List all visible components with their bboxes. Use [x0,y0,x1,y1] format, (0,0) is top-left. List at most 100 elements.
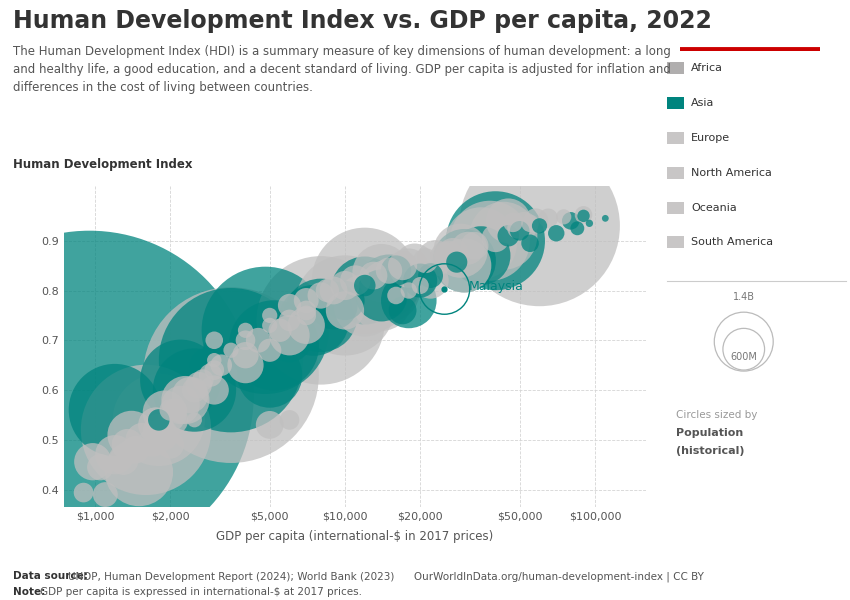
Point [502,216,515,226]
Point [382,266,396,275]
Point [366,271,380,280]
Point [239,361,252,370]
Point [507,218,520,227]
Point [402,296,416,305]
Point [108,450,122,460]
Point [557,212,570,221]
Text: Population: Population [676,428,743,438]
Point [454,246,468,256]
Point [529,216,542,226]
Text: in Data: in Data [726,33,774,46]
Point [258,326,272,335]
Point [283,415,297,425]
Point [207,355,221,365]
Point [121,440,134,449]
Text: Human Development Index: Human Development Index [13,158,192,171]
Point [152,415,166,425]
Point [283,316,297,325]
Point [504,226,518,236]
Point [263,370,276,380]
Text: The Human Development Index (HDI) is a summary measure of key dimensions of huma: The Human Development Index (HDI) is a s… [13,45,671,94]
Text: Oceania: Oceania [691,203,737,212]
Point [155,430,168,440]
Point [214,361,228,370]
Text: (historical): (historical) [676,446,745,456]
Point [94,463,107,472]
Point [239,335,252,345]
Point [196,375,210,385]
Point [382,286,396,295]
Point [533,221,547,230]
Point [239,350,252,360]
Point [438,251,451,260]
Point [577,210,591,220]
Point [283,335,297,345]
Point [314,311,327,320]
Text: 600M: 600M [730,352,757,362]
Point [737,337,751,346]
Point [502,231,515,241]
Point [428,253,442,263]
Point [474,251,488,260]
Text: Our World: Our World [717,17,784,29]
Text: Circles sized by: Circles sized by [676,410,757,420]
Point [188,385,201,395]
Point [517,221,530,230]
Point [541,214,555,223]
Text: 1.4B: 1.4B [733,292,755,302]
Point [125,430,139,440]
Point [314,316,327,325]
Point [314,290,327,300]
Point [158,407,172,417]
Point [207,335,221,345]
Point [338,296,352,305]
Point [402,286,416,295]
Point [375,290,388,300]
Point [513,226,526,236]
Point [239,326,252,335]
Point [207,346,221,355]
Text: Asia: Asia [691,98,714,108]
Text: Note:: Note: [13,587,48,597]
Point [468,241,481,251]
Point [424,271,438,280]
Point [224,370,238,380]
Point [192,380,206,390]
Point [577,211,591,221]
Point [489,236,502,245]
Point [549,229,563,238]
X-axis label: GDP per capita (international-$ in 2017 prices): GDP per capita (international-$ in 2017 … [216,530,494,543]
Point [598,214,612,223]
Point [283,301,297,310]
Point [224,346,238,355]
Point [299,311,313,320]
Point [338,281,352,290]
Point [358,301,371,310]
Point [116,455,130,464]
Point [358,276,371,286]
Text: Human Development Index vs. GDP per capita, 2022: Human Development Index vs. GDP per capi… [13,9,711,33]
Point [108,405,122,415]
Point [524,238,537,248]
Point [442,250,456,259]
Point [457,261,471,271]
Point [86,457,99,467]
Point [163,405,177,415]
Point [299,296,313,305]
Point [299,320,313,330]
Point [382,281,396,290]
Point [461,244,474,253]
Point [139,425,153,434]
Text: South America: South America [691,238,774,247]
Point [82,390,96,400]
Point [204,370,218,380]
Point [389,290,403,300]
Point [128,445,142,455]
Point [402,263,416,273]
Point [389,266,403,275]
Point [737,344,751,354]
Point [283,331,297,340]
Point [564,216,577,226]
Point [152,415,166,425]
Point [307,316,320,325]
